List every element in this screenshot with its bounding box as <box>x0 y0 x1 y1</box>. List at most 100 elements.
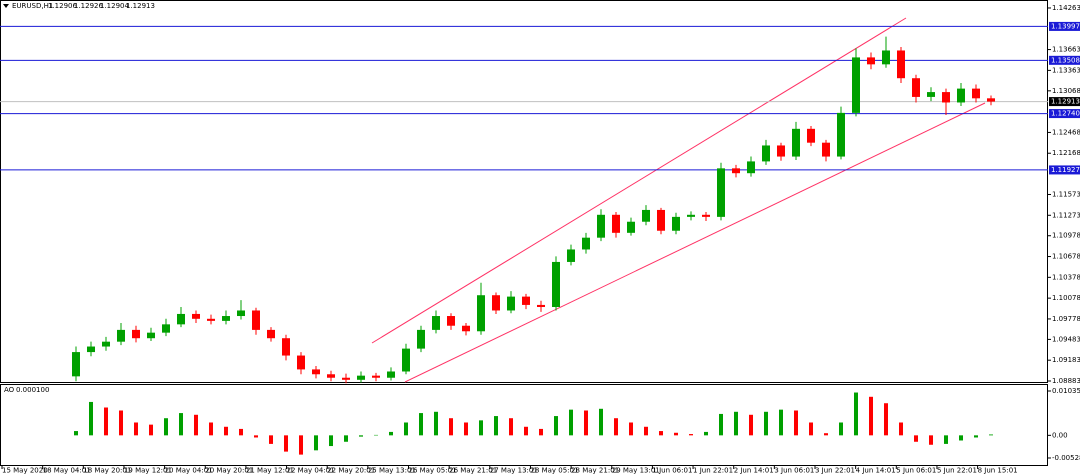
candle-body <box>177 313 185 325</box>
indicator-bar <box>524 426 528 436</box>
x-tick-label: 3 Jun 22:01 <box>815 467 855 475</box>
indicator-bar <box>869 396 873 436</box>
symbol-menu-arrow[interactable] <box>3 4 9 8</box>
candle-body <box>117 329 125 342</box>
indicator-tick-label: 0.00 <box>1052 431 1068 439</box>
indicator-bar <box>329 435 333 447</box>
candle-body <box>372 375 380 378</box>
candle-body <box>72 352 80 377</box>
indicator-bar <box>194 414 198 436</box>
y-tick-label: 1.11273 <box>1052 211 1080 219</box>
candle-body <box>282 338 290 356</box>
indicator-bar <box>809 422 813 436</box>
candle-body <box>447 316 455 326</box>
indicator-bar <box>389 431 393 436</box>
indicator-bar <box>209 422 213 436</box>
y-tick-label: 1.09183 <box>1052 356 1080 364</box>
indicator-bar <box>689 434 693 436</box>
indicator-bar <box>914 435 918 442</box>
x-tick-label: 29 May 13:01 <box>612 467 660 475</box>
quote-low: 1.12904 <box>100 2 129 10</box>
candle-body <box>267 329 275 339</box>
candle-body <box>297 355 305 370</box>
x-tick-label: 20 May 20:01 <box>205 467 253 475</box>
level-tag <box>1049 109 1080 119</box>
candle-body <box>507 296 515 311</box>
indicator-bar <box>374 434 378 436</box>
x-tick-label: 28 May 21:01 <box>571 467 619 475</box>
indicator-bar <box>659 431 663 436</box>
y-tick-label: 1.11573 <box>1052 190 1080 198</box>
candle-body <box>627 221 635 233</box>
x-tick-label: 4 Jun 14:01 <box>856 467 896 475</box>
indicator-bar <box>974 435 978 438</box>
indicator-bar <box>944 435 948 444</box>
x-tick-label: 27 May 13:01 <box>490 467 538 475</box>
indicator-bar <box>539 428 543 436</box>
quote-high: 1.12926 <box>74 2 103 10</box>
indicator-bar <box>674 432 678 436</box>
indicator-bar <box>569 409 573 436</box>
indicator-panel <box>0 384 1048 466</box>
candle-body <box>987 98 995 102</box>
indicator-bar <box>164 418 168 436</box>
y-tick-label: 1.12468 <box>1052 128 1080 136</box>
level-label: 1.13997 <box>1051 22 1080 30</box>
indicator-bar <box>449 418 453 436</box>
x-tick-label: 3 Jun 06:01 <box>774 467 814 475</box>
candle-body <box>747 161 755 174</box>
candle-body <box>897 50 905 79</box>
candle-body <box>612 214 620 233</box>
x-tick-label: 28 May 05:01 <box>530 467 578 475</box>
indicator-bar <box>434 411 438 436</box>
y-tick-label: 1.13363 <box>1052 66 1080 74</box>
candle-body <box>462 325 470 332</box>
candle-body <box>87 346 95 353</box>
y-tick-label: 1.10378 <box>1052 273 1080 281</box>
candle-body <box>327 374 335 378</box>
candle-body <box>672 216 680 231</box>
candle-body <box>927 92 935 97</box>
candle-body <box>207 318 215 321</box>
candle-body <box>192 313 200 319</box>
candle-body <box>357 375 365 380</box>
candle-body <box>642 209 650 222</box>
indicator-bar <box>884 403 888 436</box>
candle-body <box>417 329 425 349</box>
indicator-bar <box>899 422 903 436</box>
candle-body <box>102 341 110 347</box>
symbol-title: EURUSD,H1 <box>12 2 53 10</box>
indicator-bar <box>749 414 753 436</box>
candle-body <box>792 128 800 157</box>
indicator-bar <box>599 408 603 436</box>
candle-body <box>957 88 965 103</box>
indicator-bar <box>284 435 288 452</box>
candle-body <box>972 88 980 99</box>
channel-upper <box>371 17 907 344</box>
y-tick-label: 1.13068 <box>1052 87 1080 95</box>
indicator-bar <box>704 431 708 436</box>
indicator-bar <box>134 422 138 436</box>
indicator-tick-label: 0.010356 <box>1052 387 1080 395</box>
candle-body <box>687 214 695 217</box>
indicator-bar <box>404 422 408 436</box>
indicator-bar <box>719 413 723 436</box>
indicator-bar <box>824 433 828 436</box>
candle-body <box>162 324 170 333</box>
x-tick-label: 20 May 04:01 <box>165 467 213 475</box>
indicator-bar <box>554 416 558 436</box>
indicator-bar <box>494 416 498 436</box>
x-tick-label: 5 Jun 06:01 <box>896 467 936 475</box>
indicator-bar <box>299 435 303 455</box>
candle-body <box>702 214 710 217</box>
indicator-bar <box>614 418 618 436</box>
candle-body <box>567 249 575 262</box>
candle-body <box>717 168 725 217</box>
candle-body <box>522 296 530 305</box>
x-tick-label: 18 May 20:01 <box>83 467 131 475</box>
indicator-bar <box>104 407 108 436</box>
indicator-bar <box>314 435 318 451</box>
x-tick-label: 1 Jun 22:01 <box>693 467 733 475</box>
